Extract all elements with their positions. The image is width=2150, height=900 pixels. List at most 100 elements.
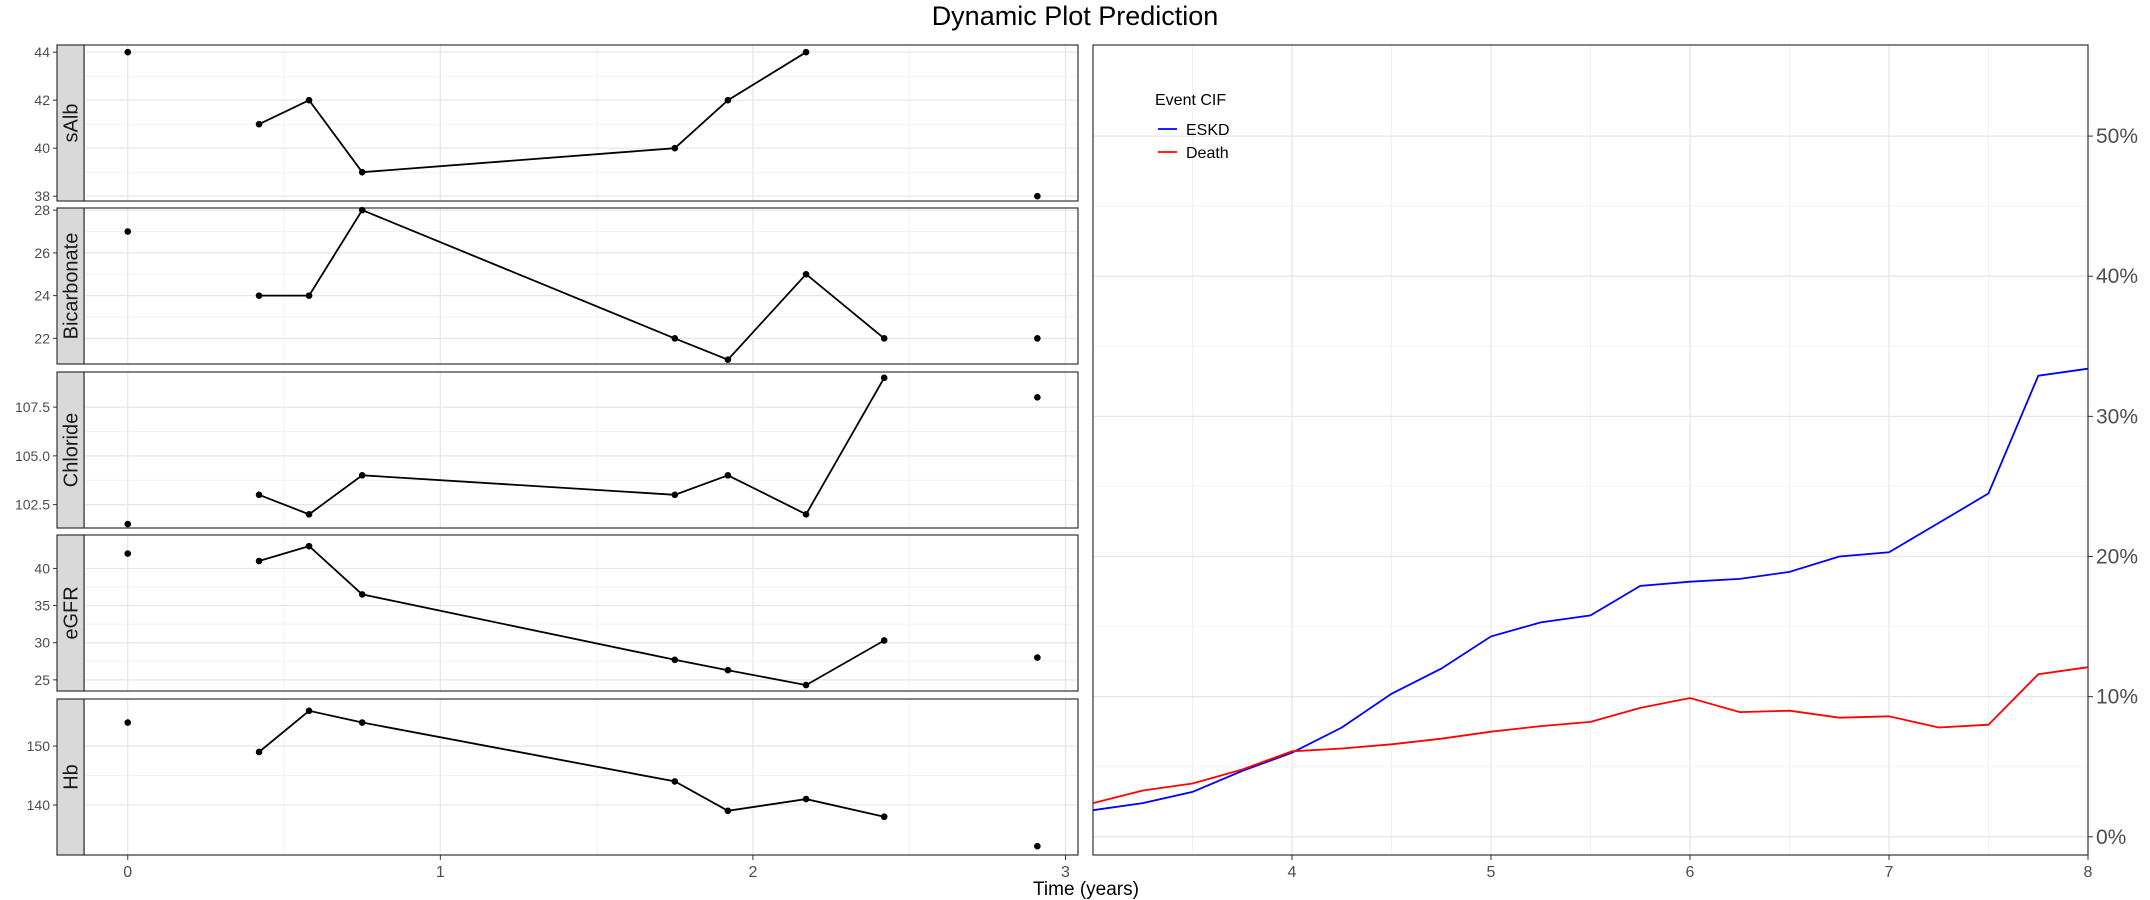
facet-strip [56, 44, 85, 202]
data-point [124, 48, 132, 56]
data-point [305, 96, 313, 104]
data-point [802, 795, 810, 803]
facet-strip-label: Bicarbonate [61, 233, 83, 340]
data-point [802, 681, 810, 689]
y-tick-label: 40 [34, 140, 50, 156]
data-point [671, 656, 679, 664]
data-point [724, 472, 732, 479]
x-tick-label: 5 [1487, 864, 1496, 881]
y-tick-label: 150 [27, 738, 51, 754]
x-tick-label: 0 [123, 864, 132, 881]
data-point [358, 591, 366, 598]
y-tick-label: 40 [34, 560, 50, 576]
facet-strip [56, 534, 85, 692]
y-tick-label: 102.5 [15, 497, 50, 513]
facet-strip [56, 698, 85, 856]
data-point [880, 374, 888, 382]
left-facet-panel: sAlb 38 40 42 44 Bicarbonate 22 24 26 28 Chloride 1… [15, 44, 1079, 881]
y-tick-label: 30 [34, 635, 50, 651]
right-cif-panel: 0% 10% 20% 30% 40% 50% 4 5 6 7 8 Event CIF ESKD Death [1092, 44, 2138, 881]
data-point [1034, 192, 1041, 200]
data-point [255, 748, 263, 756]
data-point [124, 719, 132, 726]
data-point [305, 511, 313, 518]
y-tick-label: 10% [2096, 686, 2138, 709]
data-point [305, 707, 313, 715]
facet-background [84, 45, 1078, 201]
series-line-sAlb [258, 51, 807, 174]
data-point [1034, 842, 1041, 850]
data-point [671, 778, 679, 785]
y-tick-label: 50% [2096, 125, 2138, 148]
data-point [880, 637, 888, 644]
facet-strip-label: Hb [61, 764, 83, 790]
data-point [724, 666, 732, 674]
data-point [124, 550, 132, 557]
data-point [358, 168, 366, 176]
x-tick-label: 4 [1288, 864, 1297, 881]
panel-border [1092, 44, 2089, 856]
facet-strip-label: eGFR [61, 586, 83, 639]
series-line-death [1092, 666, 2089, 804]
y-tick-label: 26 [34, 245, 50, 261]
y-tick-label: 38 [34, 188, 50, 204]
y-tick-label: 20% [2096, 546, 2138, 569]
data-point [124, 520, 132, 528]
y-tick-label: 35 [34, 598, 50, 614]
y-tick-label: 30% [2096, 405, 2138, 428]
data-point [305, 292, 313, 299]
data-point [358, 719, 366, 726]
facet-Hb: Hb 140 150 [27, 698, 1079, 856]
data-point [880, 813, 888, 821]
facet-background [84, 699, 1078, 855]
y-tick-label: 22 [34, 330, 50, 346]
facet-strip-label: Chloride [61, 413, 83, 487]
y-tick-label: 140 [27, 797, 51, 813]
data-point [1034, 335, 1041, 342]
facet-strip [56, 371, 85, 529]
x-tick-label: 2 [748, 864, 757, 881]
y-tick-label: 105.0 [15, 448, 50, 464]
legend-title: Event CIF [1155, 92, 1226, 109]
x-axis-title: Time (years) [1033, 879, 1139, 900]
facet-strip-label: sAlb [61, 104, 83, 143]
data-point [255, 557, 263, 565]
data-point [880, 335, 888, 342]
legend-label: Death [1186, 145, 1229, 162]
x-tick-label: 1 [436, 864, 445, 881]
facet-background [84, 535, 1078, 691]
data-point [802, 270, 810, 278]
x-tick-label: 7 [1885, 864, 1894, 881]
x-tick-label: 6 [1686, 864, 1695, 881]
legend-label: ESKD [1186, 122, 1230, 139]
data-point [671, 335, 679, 342]
data-point [802, 511, 810, 518]
series-line-eskd [1092, 367, 2089, 812]
data-point [358, 206, 366, 214]
data-point [1034, 654, 1041, 661]
facet-sAlb: sAlb 38 40 42 44 [34, 44, 1079, 204]
y-tick-label: 25 [34, 672, 50, 688]
data-point [724, 807, 732, 815]
y-tick-label: 24 [34, 288, 50, 304]
data-point [255, 120, 263, 128]
y-tick-label: 107.5 [15, 399, 50, 415]
y-tick-label: 44 [34, 44, 50, 60]
data-point [671, 491, 679, 499]
data-point [358, 472, 366, 479]
chart-title: Dynamic Plot Prediction [932, 1, 1219, 31]
legend: Event CIF ESKD Death [1155, 92, 1230, 162]
data-point [124, 228, 132, 235]
y-tick-label: 42 [34, 92, 50, 108]
facet-eGFR: eGFR 25 30 35 40 [34, 534, 1079, 692]
data-point [255, 292, 263, 299]
facet-strip [56, 207, 85, 365]
data-point [255, 491, 263, 499]
data-point [724, 96, 732, 104]
y-tick-label: 40% [2096, 265, 2138, 288]
facet-Chloride: Chloride 102.5 105.0 107.5 [15, 371, 1079, 529]
data-point [1034, 394, 1041, 401]
x-tick-label: 3 [1061, 864, 1070, 881]
